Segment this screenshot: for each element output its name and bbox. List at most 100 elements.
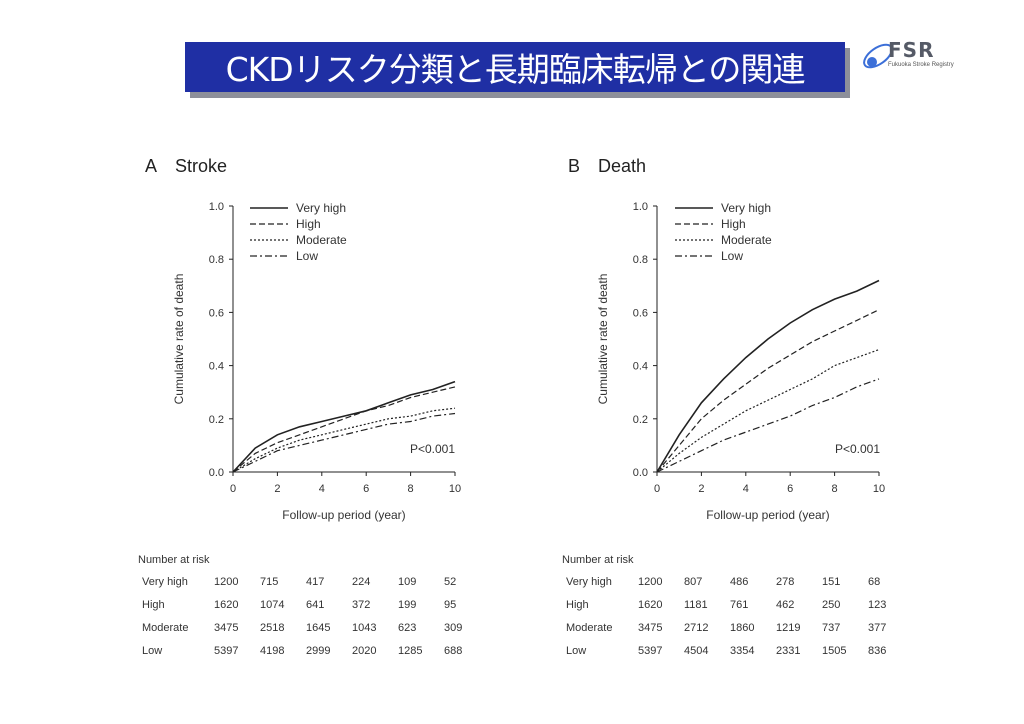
risk-cell: 199: [398, 599, 417, 611]
series-line-moderate: [232, 407, 456, 473]
risk-cell: 1074: [260, 599, 285, 611]
x-tick-label: 2: [698, 483, 704, 495]
risk-row-label: High: [566, 599, 589, 611]
risk-cell: 2518: [260, 622, 285, 634]
risk-cell: 123: [868, 599, 887, 611]
x-tick-label: 2: [274, 483, 280, 495]
risk-cell: 462: [776, 599, 795, 611]
risk-cell: 2020: [352, 645, 377, 657]
risk-row-label: Low: [566, 645, 587, 657]
x-tick-label: 4: [319, 483, 325, 495]
risk-cell: 5397: [214, 645, 239, 657]
x-tick-label: 0: [230, 483, 236, 495]
globe-swoosh-icon: [863, 43, 893, 69]
risk-cell: 109: [398, 576, 417, 588]
panel-label: A: [145, 156, 157, 176]
risk-table-row: Moderate 3475 2712 1860 1219 737 377: [562, 622, 902, 638]
legend-label: High: [721, 217, 746, 231]
risk-cell: 1219: [776, 622, 801, 634]
risk-cell: 807: [684, 576, 703, 588]
risk-table-title: Number at risk: [562, 554, 634, 566]
fsr-logo: FSR Fukuoka Stroke Registry: [858, 30, 968, 80]
x-tick-label: 6: [363, 483, 369, 495]
risk-cell: 2712: [684, 622, 709, 634]
y-tick-label: 0.4: [209, 361, 224, 373]
risk-cell: 836: [868, 645, 887, 657]
y-tick-label: 0.8: [633, 254, 648, 266]
risk-cell: 2999: [306, 645, 331, 657]
y-tick-label: 0.6: [209, 307, 224, 319]
risk-table-B: Number at risk Very high 1200 807 486 278 151 6…: [562, 554, 902, 672]
risk-table-row: Low 5397 4504 3354 2331 1505 836: [562, 645, 902, 661]
y-tick-label: 0.6: [633, 307, 648, 319]
y-tick-label: 0.2: [633, 414, 648, 426]
risk-table-A: Number at risk Very high 1200 715 417 224 109 5…: [138, 554, 478, 672]
series-line-very-high: [656, 279, 880, 473]
y-axis-label: Cumulative rate of death: [172, 274, 186, 405]
logo-subtext: Fukuoka Stroke Registry: [888, 62, 954, 68]
y-tick-label: 1.0: [633, 201, 648, 213]
series-line-high: [656, 309, 880, 473]
chart-panel-A: A Stroke 0.0 0.2 0.4 0.6 0.8 1.0 0 2 4 6 8 10 Follow-u…: [145, 156, 461, 522]
risk-cell: 52: [444, 576, 457, 588]
y-tick-label: 0.4: [633, 361, 648, 373]
risk-cell: 250: [822, 599, 841, 611]
series-line-very-high: [232, 380, 456, 473]
chart-panel-B: B Death 0.0 0.2 0.4 0.6 0.8 1.0 0 2 4 6 8 10 Follow-up…: [568, 156, 885, 522]
risk-cell: 309: [444, 622, 463, 634]
risk-cell: 151: [822, 576, 841, 588]
risk-cell: 1200: [638, 576, 663, 588]
risk-cell: 623: [398, 622, 417, 634]
risk-row-label: Moderate: [142, 622, 189, 634]
risk-cell: 5397: [638, 645, 663, 657]
x-tick-label: 0: [654, 483, 660, 495]
x-tick-label: 8: [408, 483, 414, 495]
risk-cell: 417: [306, 576, 325, 588]
p-value-annotation: P<0.001: [410, 442, 455, 456]
risk-cell: 3475: [214, 622, 239, 634]
risk-table-row: Moderate 3475 2518 1645 1043 623 309: [138, 622, 478, 638]
series-line-low: [232, 412, 456, 473]
risk-cell: 2331: [776, 645, 801, 657]
panel-title: Death: [598, 156, 646, 176]
risk-cell: 3475: [638, 622, 663, 634]
risk-table-title: Number at risk: [138, 554, 210, 566]
legend-label: Low: [296, 249, 318, 263]
risk-row-label: Low: [142, 645, 163, 657]
risk-cell: 4504: [684, 645, 709, 657]
risk-row-label: Very high: [142, 576, 188, 588]
x-tick-label: 4: [743, 483, 749, 495]
legend-label: Very high: [296, 201, 346, 215]
risk-cell: 688: [444, 645, 463, 657]
legend-label: Very high: [721, 201, 771, 215]
risk-table-row: Very high 1200 807 486 278 151 68: [562, 576, 902, 592]
risk-cell: 1200: [214, 576, 239, 588]
risk-table-row: Low 5397 4198 2999 2020 1285 688: [138, 645, 478, 661]
risk-cell: 761: [730, 599, 749, 611]
risk-cell: 1620: [214, 599, 239, 611]
risk-cell: 486: [730, 576, 749, 588]
legend-label: Moderate: [721, 233, 772, 247]
y-axis-label: Cumulative rate of death: [596, 274, 610, 405]
panel-label: B: [568, 156, 580, 176]
legend-label: High: [296, 217, 321, 231]
y-tick-label: 0.0: [633, 467, 648, 479]
risk-cell: 715: [260, 576, 279, 588]
series-line-low: [656, 378, 880, 473]
risk-cell: 1860: [730, 622, 755, 634]
risk-cell: 224: [352, 576, 371, 588]
slide-title: CKDリスク分類と長期臨床転帰との関連: [225, 50, 806, 89]
risk-cell: 1645: [306, 622, 331, 634]
series-line-moderate: [656, 349, 880, 473]
risk-cell: 4198: [260, 645, 285, 657]
risk-cell: 95: [444, 599, 457, 611]
p-value-annotation: P<0.001: [835, 442, 880, 456]
x-tick-label: 8: [832, 483, 838, 495]
risk-cell: 1620: [638, 599, 663, 611]
risk-cell: 1505: [822, 645, 847, 657]
risk-cell: 278: [776, 576, 795, 588]
risk-cell: 737: [822, 622, 841, 634]
panel-title: Stroke: [175, 156, 227, 176]
risk-table-row: High 1620 1181 761 462 250 123: [562, 599, 902, 615]
